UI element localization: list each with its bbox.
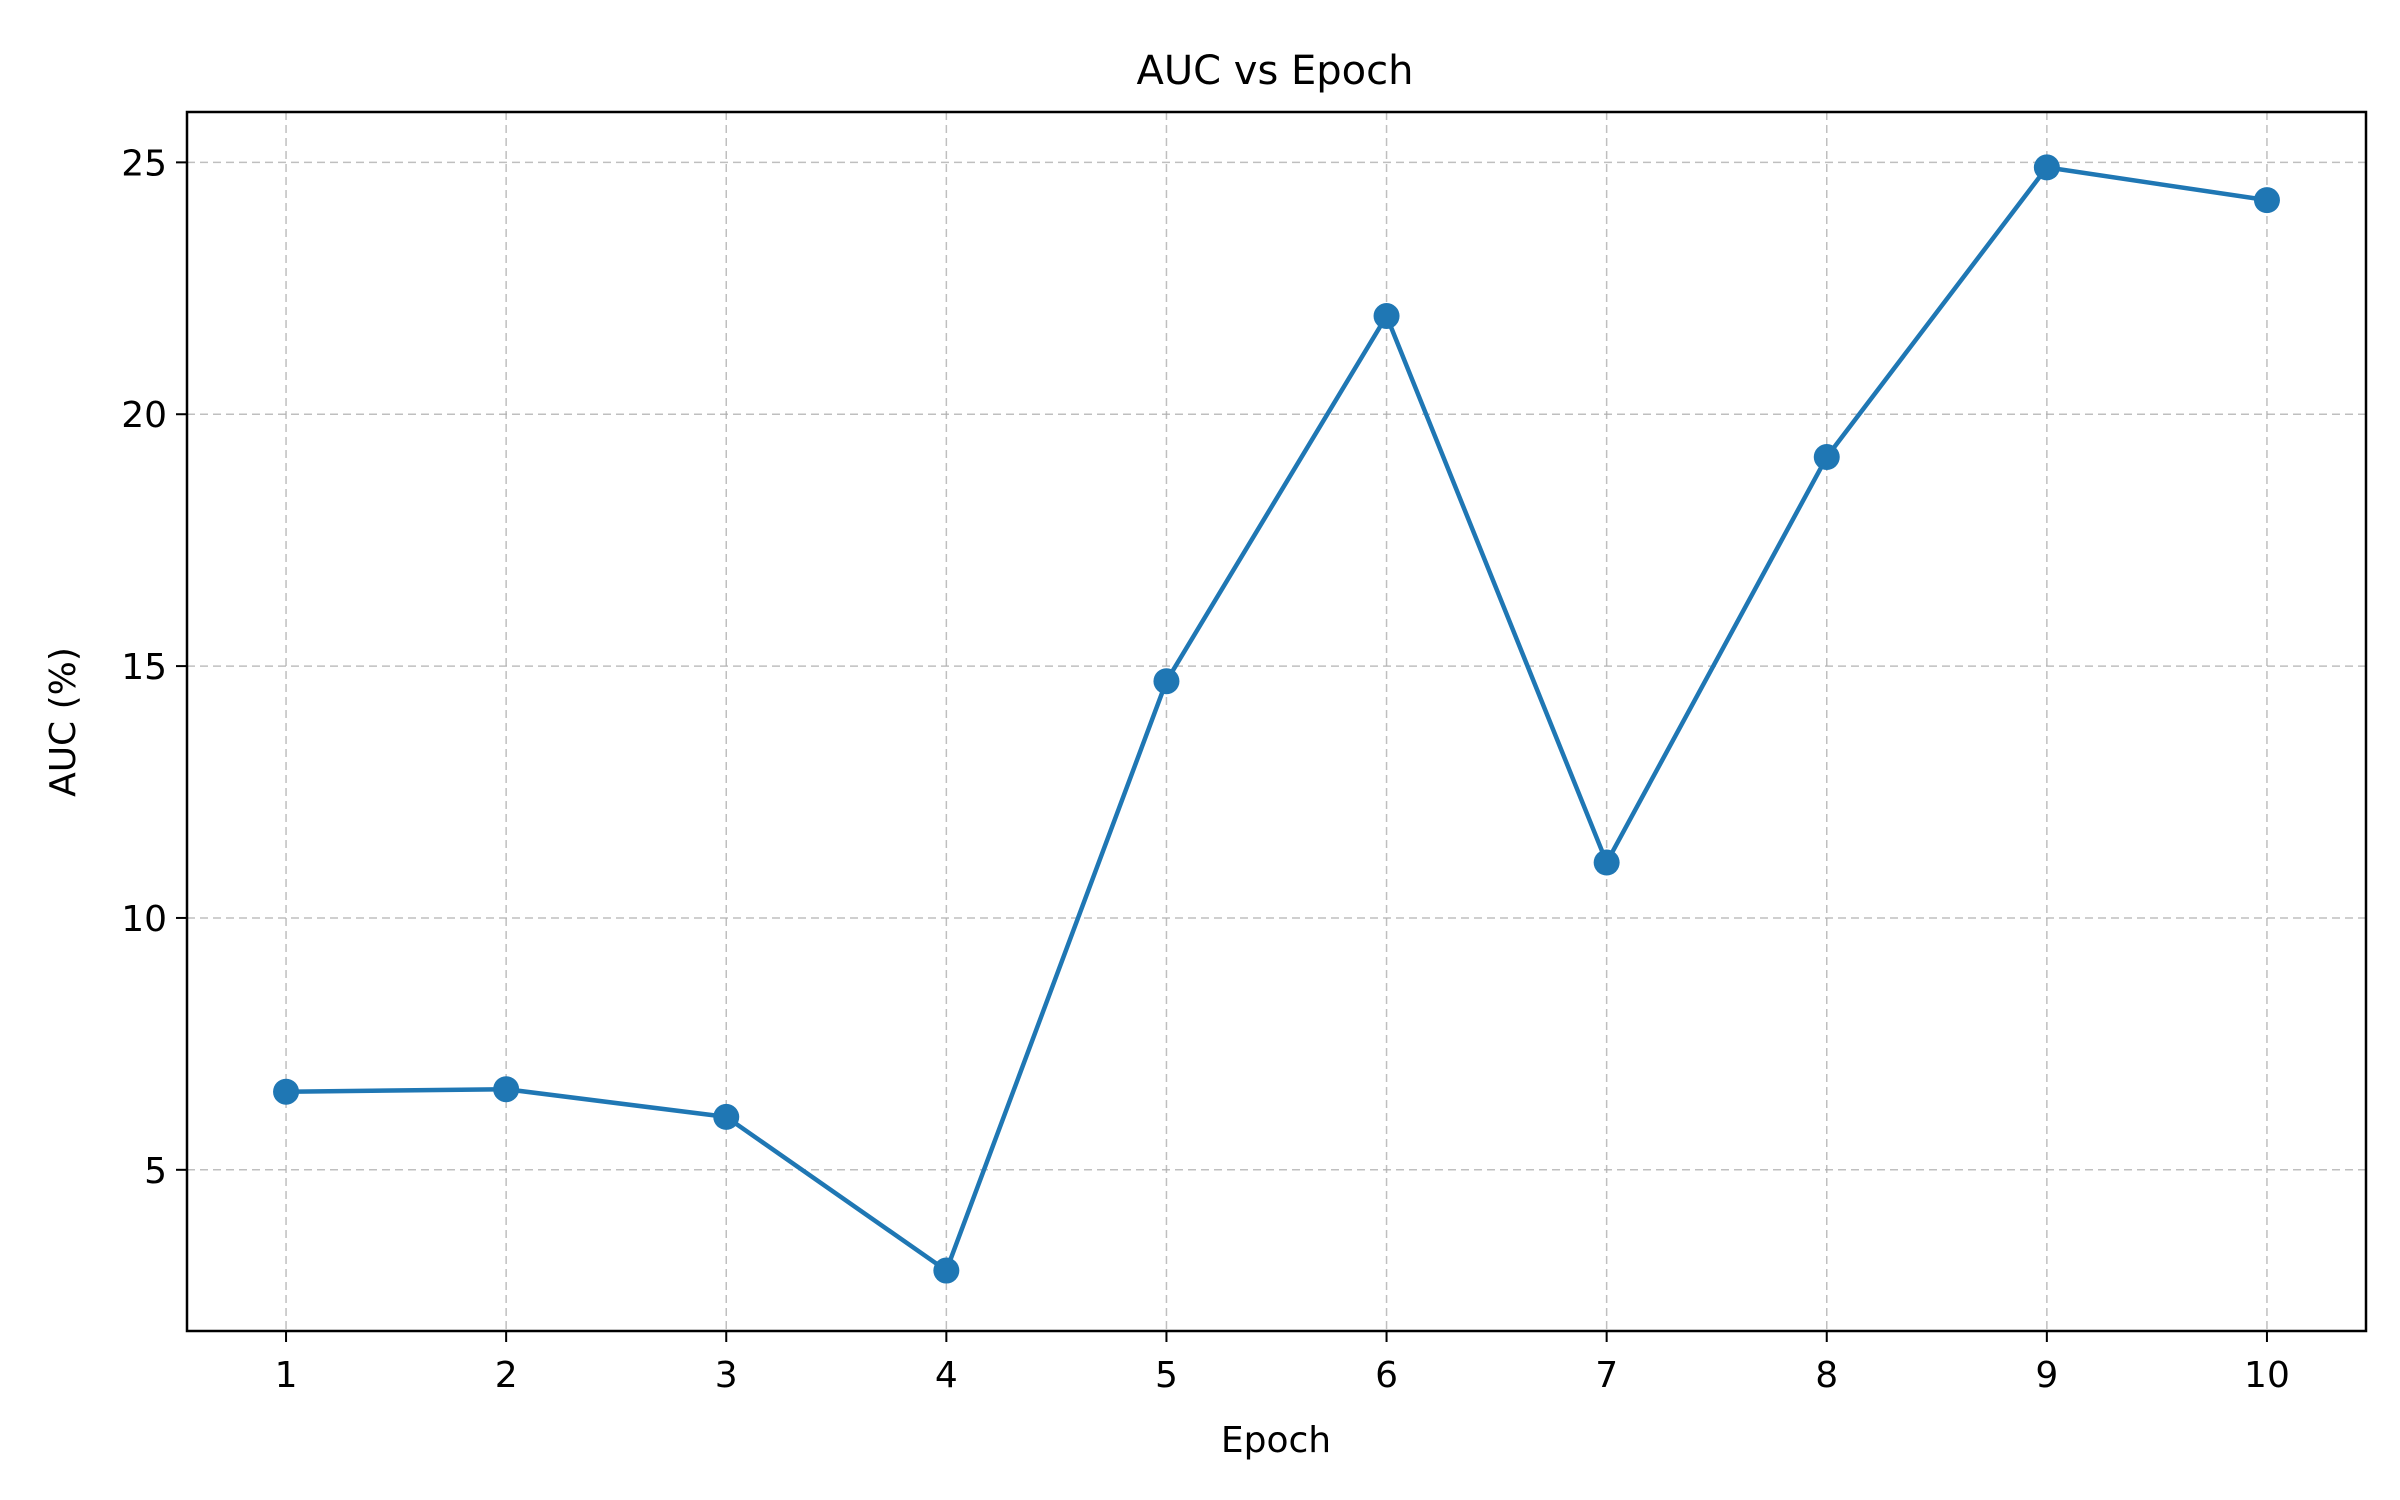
y-axis-label: AUC (%) [43,647,84,797]
y-axis: 5 10 15 20 25 [121,143,187,1192]
x-tick-label: 8 [1815,1355,1838,1396]
grid [187,112,2366,1331]
x-tick-label: 7 [1595,1355,1618,1396]
plot-frame [185,110,2368,1333]
x-tick-label: 4 [935,1355,958,1396]
data-point [2033,154,2060,181]
y-tick-label: 20 [121,395,167,436]
x-tick-label: 10 [2244,1355,2290,1396]
x-tick-label: 2 [495,1355,518,1396]
data-point [713,1103,740,1130]
x-axis: 1 2 3 4 5 6 7 8 9 10 [275,1331,2290,1396]
series-line [283,165,2270,1273]
x-tick-label: 5 [1155,1355,1178,1396]
x-tick-label: 3 [715,1355,738,1396]
series-layer [273,154,2280,1284]
data-point [1813,444,1840,471]
data-point [1593,849,1620,876]
y-tick-label: 25 [121,143,167,184]
data-point [493,1076,520,1103]
data-point [933,1257,960,1284]
x-tick-label: 1 [275,1355,298,1396]
x-tick-label: 9 [2035,1355,2058,1396]
data-point [273,1078,300,1105]
x-tick-label: 6 [1375,1355,1398,1396]
y-tick-label: 10 [121,899,167,940]
y-tick-label: 5 [144,1151,167,1192]
chart-title: AUC vs Epoch [1137,48,1414,94]
x-axis-label: Epoch [1221,1420,1331,1461]
data-point [2253,187,2280,214]
data-point [1373,303,1400,330]
data-point [1153,668,1180,695]
y-tick-label: 15 [121,647,167,688]
